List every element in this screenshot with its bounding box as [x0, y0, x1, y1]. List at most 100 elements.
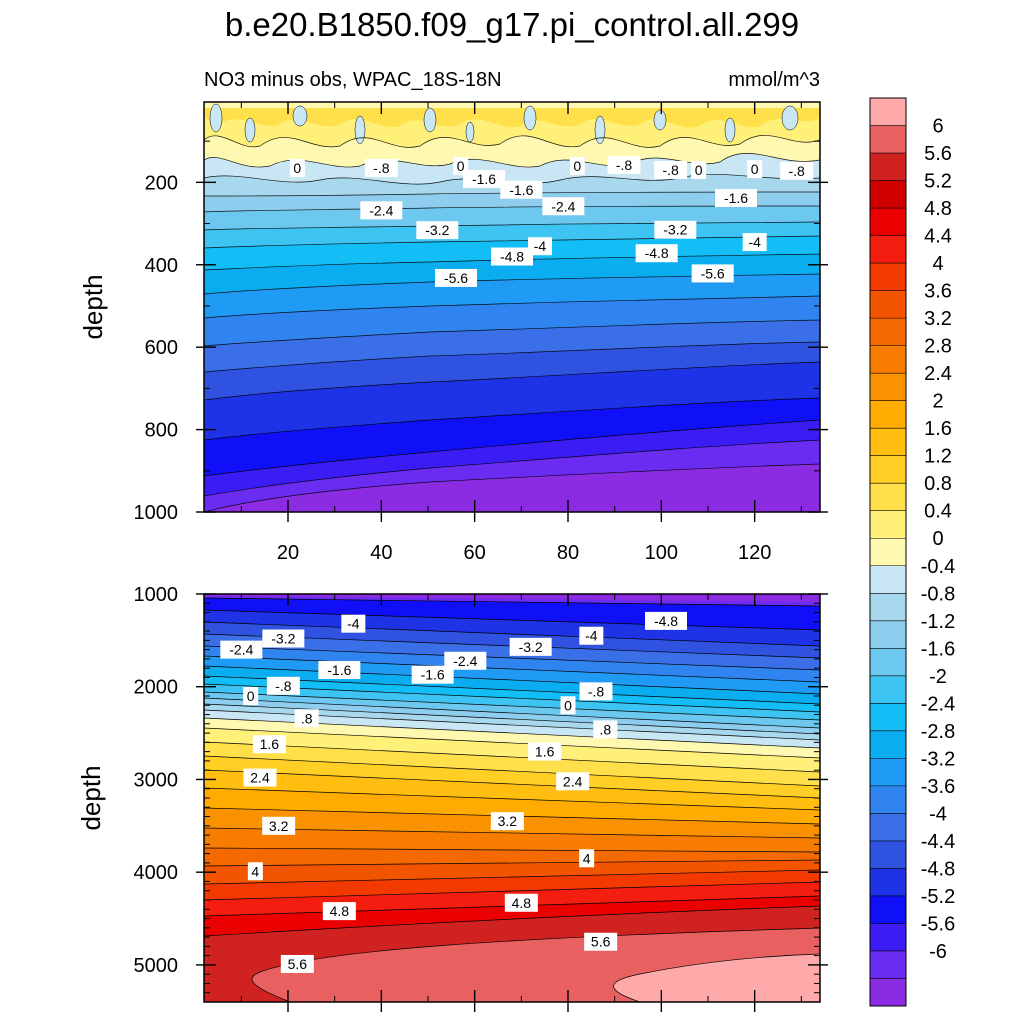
colorbar-tick-label: -0.8 — [921, 583, 955, 605]
colorbar-swatch — [870, 950, 906, 979]
x-tick-label: 60 — [464, 542, 486, 564]
contour-label: 3.2 — [262, 816, 296, 835]
colorbar-tick-label: -4.8 — [921, 858, 955, 880]
contour-label: 4 — [579, 849, 595, 868]
contour-label: 0 — [243, 687, 259, 705]
svg-text:3.2: 3.2 — [498, 813, 518, 829]
colorbar-swatch — [870, 455, 906, 484]
contour-label: -.8 — [579, 682, 613, 701]
colorbar-tick-label: -0.4 — [921, 556, 955, 578]
colorbar-swatch — [870, 483, 906, 512]
svg-text:-2.4: -2.4 — [551, 198, 575, 214]
upper-y-tick-label: 1000 — [134, 502, 179, 524]
lower-y-tick-label: 4000 — [134, 862, 179, 884]
colorbar-tick-label: 0 — [932, 528, 943, 550]
contour-label: -4.8 — [491, 247, 533, 266]
contour-label: -2.4 — [360, 201, 403, 220]
lower-y-tick-label: 5000 — [134, 955, 179, 977]
contour-label: .8 — [593, 720, 618, 739]
contour-label: -4 — [579, 626, 604, 645]
colorbar-tick-label: -4.4 — [921, 831, 955, 853]
colorbar-swatch — [870, 895, 906, 924]
svg-text:-.8: -.8 — [662, 162, 679, 178]
colorbar-swatch — [870, 730, 906, 759]
lower-contour-fill — [204, 594, 820, 1002]
contour-label: -4 — [742, 233, 767, 252]
colorbar-swatch — [870, 620, 906, 649]
svg-text:-1.6: -1.6 — [509, 182, 533, 198]
subtitle-left: NO3 minus obs, WPAC_18S-18N — [204, 69, 502, 91]
svg-text:1.6: 1.6 — [260, 736, 280, 752]
colorbar-swatch — [870, 290, 906, 319]
contour-label: -3.2 — [509, 637, 552, 656]
svg-text:4.8: 4.8 — [330, 903, 350, 919]
colorbar-swatch — [870, 813, 906, 842]
contour-label: -.8 — [364, 158, 398, 177]
svg-text:0: 0 — [457, 158, 465, 174]
contour-label: 4 — [247, 862, 263, 881]
colorbar-swatch — [870, 428, 906, 457]
colorbar-swatch — [870, 318, 906, 347]
colorbar-swatch — [870, 263, 906, 292]
contour-label: -1.6 — [318, 661, 361, 680]
contour-label: 4.8 — [504, 893, 538, 912]
svg-text:-5.6: -5.6 — [701, 265, 725, 281]
colorbar-tick-label: 2.8 — [924, 336, 952, 358]
colorbar-tick-label: -2.4 — [921, 693, 955, 715]
colorbar-swatch — [870, 510, 906, 539]
svg-text:-2.4: -2.4 — [369, 202, 393, 218]
svg-text:-3.2: -3.2 — [425, 222, 449, 238]
contour-label: .8 — [294, 709, 319, 728]
svg-text:4: 4 — [583, 850, 591, 866]
upper-y-tick-label: 600 — [145, 337, 178, 359]
x-tick-label: 40 — [370, 542, 392, 564]
svg-text:-5.6: -5.6 — [444, 270, 468, 286]
colorbar-swatch — [870, 703, 906, 732]
upper-plot-frame — [203, 101, 821, 513]
colorbar-tick-label: -2 — [929, 666, 947, 688]
x-tick-label: 80 — [557, 542, 579, 564]
colorbar-tick-label: 3.6 — [924, 281, 952, 303]
colorbar-tick-label: -4 — [929, 803, 947, 825]
contour-label: -1.6 — [411, 665, 454, 684]
contour-label: -3.2 — [416, 221, 459, 240]
colorbar-tick-label: 1.6 — [924, 418, 952, 440]
svg-text:-.8: -.8 — [588, 683, 605, 699]
svg-text:-4: -4 — [347, 616, 360, 632]
subtitle-units: mmol/m^3 — [728, 69, 820, 91]
svg-text:-1.6: -1.6 — [724, 190, 748, 206]
contour-label: 1.6 — [252, 735, 286, 754]
colorbar-swatch — [870, 978, 906, 1007]
contour-label: -1.6 — [463, 170, 505, 189]
colorbar-tick-label: -3.6 — [921, 776, 955, 798]
colorbar-swatch — [870, 648, 906, 677]
colorbar-tick-label: 5.6 — [924, 143, 952, 165]
colorbar-tick-label: -2.8 — [921, 721, 955, 743]
colorbar-swatch — [870, 153, 906, 182]
x-tick-label: 100 — [645, 542, 678, 564]
contour-label: -1.6 — [500, 180, 543, 199]
colorbar-swatch — [870, 923, 906, 952]
colorbar-tick-label: 3.2 — [924, 308, 952, 330]
contour-label: 2.4 — [556, 772, 590, 791]
svg-text:-1.6: -1.6 — [472, 171, 496, 187]
colorbar-tick-label: 0.4 — [924, 501, 952, 523]
lower-y-axis-label: depth — [76, 765, 106, 830]
contour-label: -4 — [528, 237, 552, 256]
svg-text:2.4: 2.4 — [563, 773, 583, 789]
colorbar-tick-label: -5.6 — [921, 913, 955, 935]
upper-panel: 0 -.8 0 0 -.8 -.8 0 0 -.8 -1.6 -1.6 -1.6 -2.4 -2.4 -3.… — [78, 101, 828, 564]
colorbar-swatch — [870, 373, 906, 402]
contour-label: -2.4 — [542, 197, 585, 216]
svg-text:-4: -4 — [748, 234, 761, 250]
contour-label: 0 — [289, 158, 305, 177]
svg-text:-4.8: -4.8 — [500, 249, 524, 265]
contour-label: -5.6 — [691, 264, 734, 283]
colorbar-tick-label: 2.4 — [924, 363, 952, 385]
colorbar-swatch — [870, 345, 906, 374]
x-tick-label: 120 — [738, 542, 771, 564]
upper-y-tick-label: 400 — [145, 255, 178, 277]
contour-label: 0 — [560, 696, 576, 715]
contour-label: 2.4 — [243, 768, 277, 787]
contour-label: -3.2 — [262, 629, 305, 648]
